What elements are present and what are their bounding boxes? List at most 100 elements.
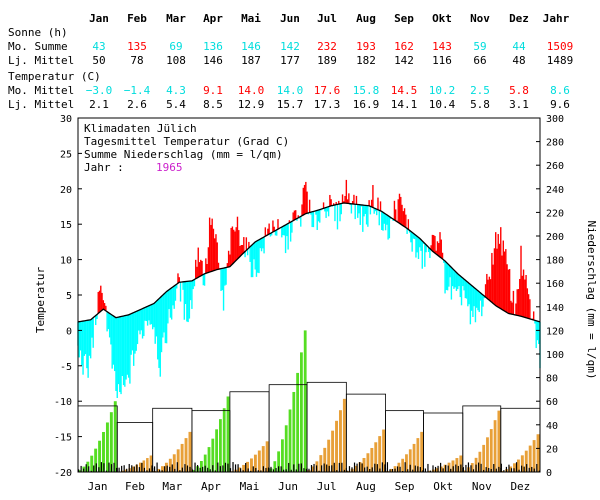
daily-precip-84 xyxy=(184,464,186,472)
precip-bar-0-9 xyxy=(113,401,117,472)
daily-precip-232 xyxy=(371,467,373,472)
precip-bar-11-5 xyxy=(520,455,524,472)
precip-bar-7-0 xyxy=(346,470,350,472)
daily-precip-334 xyxy=(500,463,502,472)
daily-precip-364 xyxy=(538,470,540,472)
daily-precip-136 xyxy=(250,470,252,472)
daily-precip-266 xyxy=(414,465,416,472)
month-header-10: Nov xyxy=(470,12,490,25)
temp-mean-value-7: 16.9 xyxy=(353,98,380,111)
daily-precip-224 xyxy=(361,463,363,472)
sun-mean-row: 50 78 108 146 187 177 189 182 142 116 66 48 xyxy=(92,54,525,67)
daily-precip-312 xyxy=(472,469,475,472)
precip-bar-7-2 xyxy=(354,465,358,472)
temp-mean-value-6: 17.3 xyxy=(314,98,341,111)
temp-mean-label: Lj. Mittel xyxy=(8,98,74,111)
daily-precip-262 xyxy=(409,464,411,472)
daily-precip-212 xyxy=(346,470,348,472)
precip-bar-8-8 xyxy=(416,438,420,472)
precip-bar-3-2 xyxy=(200,461,203,472)
daily-precip-340 xyxy=(508,464,510,472)
right-tick-label-6: 180 xyxy=(546,256,564,267)
daily-precip-320 xyxy=(483,469,485,472)
daily-precip-304 xyxy=(462,467,464,472)
daily-precip-86 xyxy=(186,465,189,472)
legend-box: Klimadaten Jülich Tagesmittel Temperatur… xyxy=(84,122,289,174)
left-tick-label-9: -15 xyxy=(54,433,72,444)
daily-precip-362 xyxy=(536,463,538,472)
sun-mean-value-7: 182 xyxy=(356,54,376,67)
right-tick-label-0: 300 xyxy=(546,114,564,125)
precip-bar-2-4 xyxy=(168,458,172,472)
daily-precip-342 xyxy=(510,468,513,472)
daily-precip-298 xyxy=(455,464,457,472)
temp-month-value-2: 4.3 xyxy=(166,84,186,97)
daily-precip-270 xyxy=(419,467,421,472)
right-axis-ticks: 3002802602402202001801601401201008060402… xyxy=(536,114,564,479)
left-tick-label-0: 30 xyxy=(60,114,72,125)
month-header-2: Mar xyxy=(166,12,186,25)
daily-precip-250 xyxy=(394,468,396,472)
daily-precip-50 xyxy=(141,462,143,472)
precip-bar-6-8 xyxy=(338,410,342,472)
daily-precip-188 xyxy=(315,465,318,472)
daily-precip-236 xyxy=(376,464,378,472)
precip-bar-1-9 xyxy=(149,455,153,472)
daily-precip-238 xyxy=(379,468,381,472)
precip-bar-1-6 xyxy=(139,462,142,472)
daily-precip-290 xyxy=(445,465,447,472)
precip-bar-3-0 xyxy=(192,470,196,472)
daily-precip-62 xyxy=(156,462,158,472)
precip-bar-0-4 xyxy=(94,448,98,472)
legend-line-1: Klimadaten Jülich xyxy=(84,122,197,135)
daily-precip-352 xyxy=(523,466,525,472)
daily-precip-68 xyxy=(164,466,166,472)
temp-mean-value-0: 2.1 xyxy=(89,98,109,111)
precip-bar-9-3 xyxy=(435,468,439,472)
daily-precip-196 xyxy=(326,464,328,472)
precip-bar-10-9 xyxy=(497,410,501,472)
precip-bar-5-9 xyxy=(303,330,307,472)
precip-bar-11-8 xyxy=(532,440,536,472)
daily-precip-54 xyxy=(146,470,148,472)
temp-month-label: Mo. Mittel xyxy=(8,84,74,97)
daily-precip-0 xyxy=(78,469,80,472)
right-tick-label-8: 140 xyxy=(546,303,564,314)
left-tick-label-7: -5 xyxy=(60,362,72,373)
daily-precip-278 xyxy=(429,470,432,472)
daily-precip-170 xyxy=(293,464,295,472)
daily-precip-36 xyxy=(123,465,125,472)
precip-bar-8-5 xyxy=(405,454,408,472)
temp-mean-value-11: 3.1 xyxy=(509,98,529,111)
daily-precip-258 xyxy=(404,462,406,472)
sun-month-value-9: 143 xyxy=(432,40,452,53)
precip-bar-10-7 xyxy=(489,429,493,472)
daily-precip-6 xyxy=(85,464,87,472)
sun-month-value-4: 146 xyxy=(241,40,261,53)
daily-precip-246 xyxy=(389,469,391,472)
temp-month-value-4: 14.0 xyxy=(238,84,265,97)
daily-precip-300 xyxy=(457,465,459,472)
precip-bar-2-5 xyxy=(172,454,176,472)
x-label-7: Aug xyxy=(356,480,376,493)
daily-precip-242 xyxy=(384,464,386,472)
precip-bar-3-7 xyxy=(219,419,222,472)
daily-precip-32 xyxy=(118,467,120,472)
daily-precip-214 xyxy=(348,466,351,472)
daily-precip-302 xyxy=(460,464,462,472)
daily-precip-172 xyxy=(295,469,297,472)
right-tick-label-3: 240 xyxy=(546,185,564,196)
precip-bar-6-5 xyxy=(327,439,331,472)
daily-precip-210 xyxy=(343,469,346,472)
precip-bar-8-9 xyxy=(420,431,424,472)
daily-precip-28 xyxy=(113,462,115,472)
precip-bar-9-9 xyxy=(459,455,463,472)
daily-precip-18 xyxy=(100,462,102,472)
year-column-header: Jahr xyxy=(543,12,570,25)
daily-precip-226 xyxy=(364,467,366,472)
daily-precip-174 xyxy=(298,463,300,472)
daily-precip-328 xyxy=(493,464,495,472)
temp-month-value-3: 9.1 xyxy=(203,84,223,97)
precip-bar-6-4 xyxy=(323,447,327,472)
